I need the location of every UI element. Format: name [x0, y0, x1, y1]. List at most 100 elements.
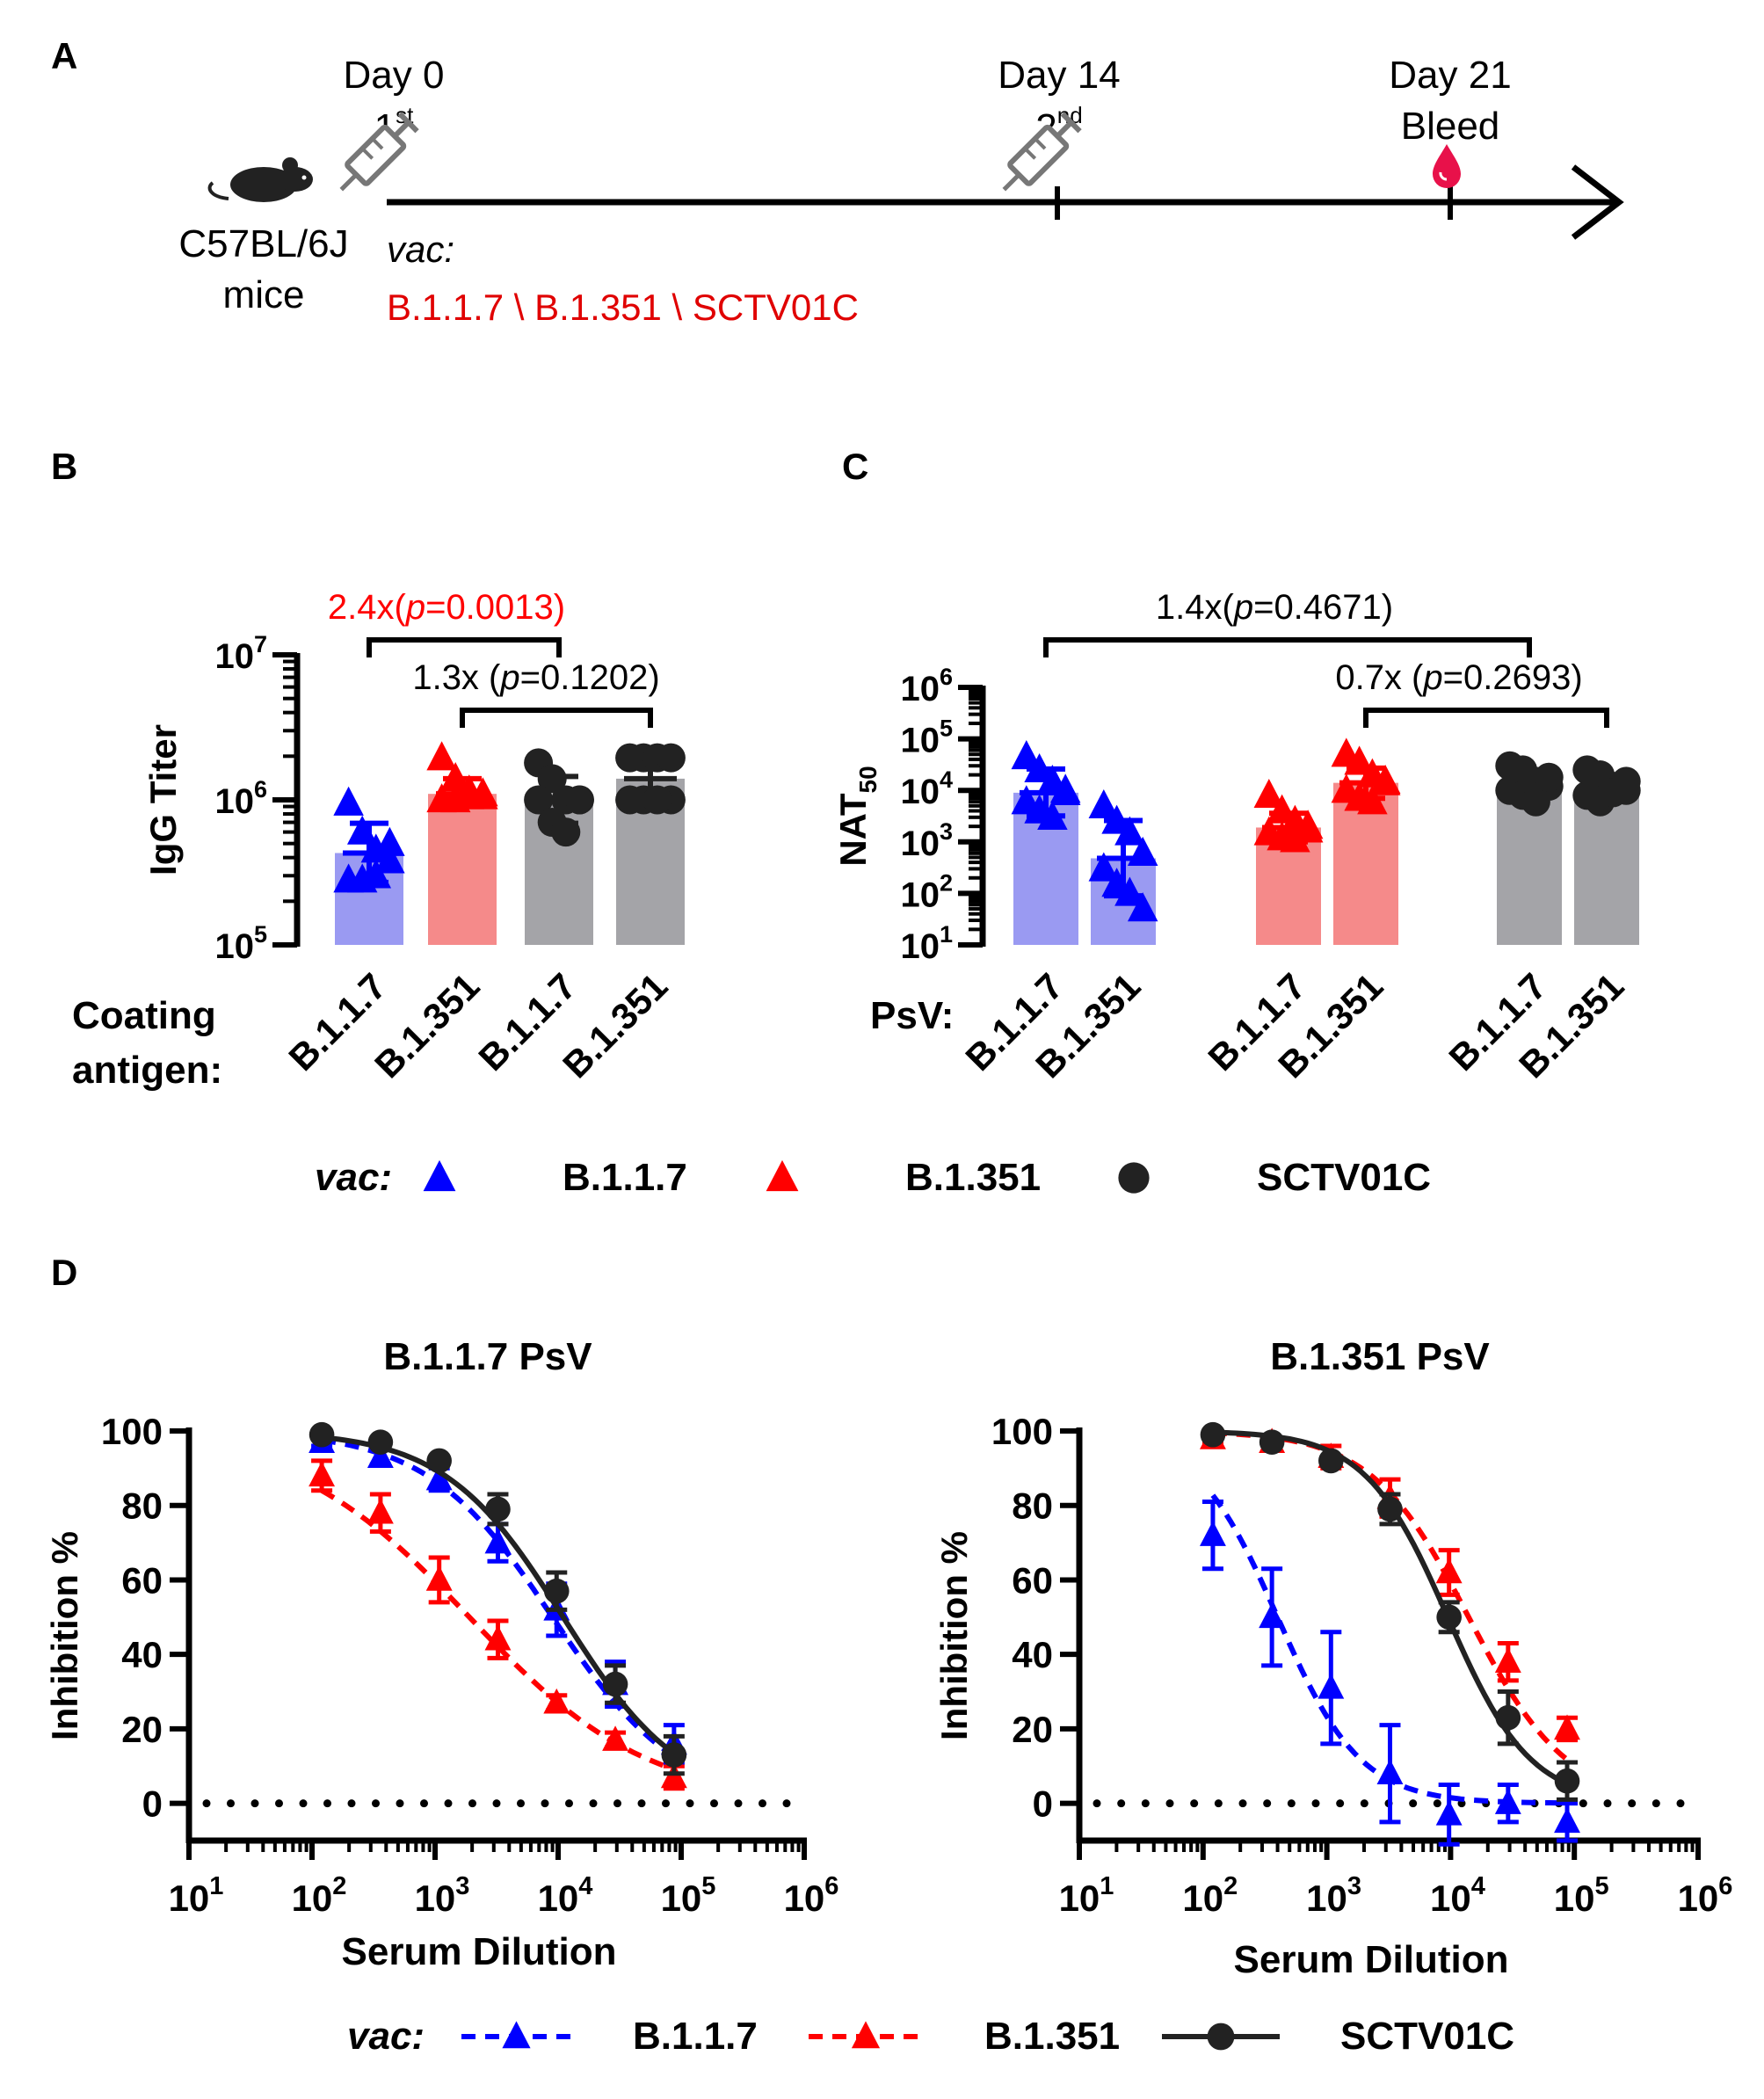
baseline-dot — [613, 1799, 621, 1808]
day0-label: Day 0 — [344, 54, 445, 97]
vaccine-list: B.1.1.7 \ B.1.351 \ SCTV01C — [387, 287, 859, 328]
baseline-dot — [1360, 1799, 1368, 1808]
data-point — [1376, 1759, 1404, 1785]
data-point — [1521, 787, 1550, 817]
x-tick-label: 103 — [1306, 1872, 1361, 1919]
x-row-label: antigen: — [72, 1049, 222, 1092]
y-tick-label-base: 10 — [900, 773, 940, 811]
y-tick-label-exp: 4 — [940, 766, 953, 793]
data-point — [367, 1429, 394, 1456]
data-point — [484, 1624, 512, 1651]
x-tick-label-exp: 4 — [1471, 1872, 1485, 1900]
x-tick-label-base: 10 — [661, 1877, 702, 1919]
legend-bc: vac: B.1.1.7 B.1.351 SCTV01C — [315, 1156, 1431, 1199]
baseline-dot — [372, 1799, 380, 1808]
legend-marker — [423, 1159, 456, 1192]
y-tick-label: 20 — [1012, 1709, 1053, 1750]
day21-label: Day 21 — [1389, 54, 1511, 97]
data-point — [1011, 740, 1042, 770]
y-tick-label: 100 — [101, 1411, 163, 1452]
comparison-label: 1.4x(p=0.4671) — [1156, 588, 1393, 627]
data-point — [484, 1528, 512, 1554]
data-point — [1494, 1647, 1521, 1673]
x-tick-label: 105 — [1554, 1872, 1609, 1919]
baseline-dot — [202, 1799, 211, 1808]
x-tick-label-exp: 5 — [701, 1872, 715, 1900]
y-tick-label: 80 — [121, 1485, 163, 1527]
y-tick-label-exp: 7 — [254, 631, 267, 657]
baseline-dot — [444, 1799, 453, 1808]
vac-label: vac: — [387, 229, 454, 270]
data-point — [1318, 1448, 1344, 1474]
x-tick-label-exp: 4 — [578, 1872, 592, 1900]
data-point — [1127, 892, 1158, 922]
baseline-dot — [299, 1799, 308, 1808]
x-tick-label-base: 10 — [1678, 1877, 1719, 1919]
comparison-fold: 0.7x ( — [1335, 658, 1424, 697]
y-tick-label: 40 — [1012, 1634, 1053, 1675]
data-point — [1495, 1704, 1521, 1731]
baseline-dot — [1214, 1799, 1223, 1808]
baseline-dot — [637, 1799, 646, 1808]
timeline: Day 0 1st Day 14 2nd Day 21 Bleed — [178, 54, 1624, 328]
x-tick-label: 106 — [784, 1872, 839, 1919]
data-point — [1199, 1521, 1226, 1546]
baseline-dot — [468, 1799, 476, 1808]
bar — [1574, 790, 1639, 945]
data-point — [1088, 852, 1120, 882]
comparison-bracket — [460, 708, 653, 728]
mouse-icon — [207, 157, 313, 202]
x-tick-label-exp: 1 — [1100, 1872, 1114, 1900]
baseline-dot — [1628, 1799, 1637, 1808]
y-axis-label: IgG Titer — [142, 724, 184, 875]
panel-a-letter: A — [51, 35, 77, 76]
baseline-dot — [227, 1799, 235, 1808]
baseline-dot — [541, 1799, 549, 1808]
baseline-dot — [1287, 1799, 1296, 1808]
x-tick-label: B.1.351 — [367, 965, 487, 1086]
comparison-label: 1.3x (p=0.1202) — [412, 658, 659, 697]
baseline-dot — [1603, 1799, 1612, 1808]
data-point — [1436, 1604, 1462, 1631]
baseline-dot — [1409, 1799, 1418, 1808]
data-point — [1435, 1558, 1463, 1584]
baseline-dot — [1311, 1799, 1320, 1808]
y-axis-label-main: NAT — [832, 793, 874, 867]
chart-title: B.1.351 PsV — [1270, 1335, 1490, 1378]
y-axis-label: Inhibition % — [933, 1531, 975, 1740]
comparison-bracket — [1043, 637, 1532, 657]
x-tick-label: 102 — [1182, 1872, 1238, 1919]
y-tick-label-base: 10 — [214, 927, 254, 966]
y-tick-label: 60 — [121, 1559, 163, 1601]
fit-curve — [321, 1437, 676, 1759]
mouse-strain: C57BL/6J — [178, 222, 348, 265]
x-tick-label-base: 10 — [1059, 1877, 1100, 1919]
baseline-dot — [1651, 1799, 1660, 1808]
comparison-label: 2.4x(p=0.0013) — [328, 588, 565, 627]
data-point — [1369, 764, 1401, 795]
y-tick-label-base: 10 — [214, 782, 254, 821]
data-point — [426, 1448, 452, 1474]
comparison-fold: 1.3x ( — [412, 658, 501, 697]
x-tick-label-exp: 3 — [1347, 1872, 1361, 1900]
y-tick-label-base: 10 — [900, 927, 940, 966]
chart-title: B.1.1.7 PsV — [383, 1335, 592, 1378]
baseline-dot — [275, 1799, 283, 1808]
baseline-dot — [1263, 1799, 1272, 1808]
data-point — [661, 1742, 687, 1768]
timeline-arrowhead — [1571, 164, 1624, 240]
y-axis-label: Inhibition % — [44, 1531, 85, 1740]
x-tick-label-base: 10 — [1306, 1877, 1347, 1919]
x-tick-label: 101 — [1059, 1872, 1114, 1919]
comparison-fold: 2.4x( — [328, 588, 407, 627]
data-point — [1318, 1673, 1345, 1699]
x-tick-label-base: 10 — [1430, 1877, 1471, 1919]
data-point — [1253, 778, 1285, 809]
x-tick-label: 105 — [661, 1872, 716, 1919]
x-tick-label: 106 — [1678, 1872, 1733, 1919]
data-point — [309, 1461, 336, 1487]
data-point — [602, 1725, 629, 1751]
baseline-dot — [662, 1799, 670, 1808]
